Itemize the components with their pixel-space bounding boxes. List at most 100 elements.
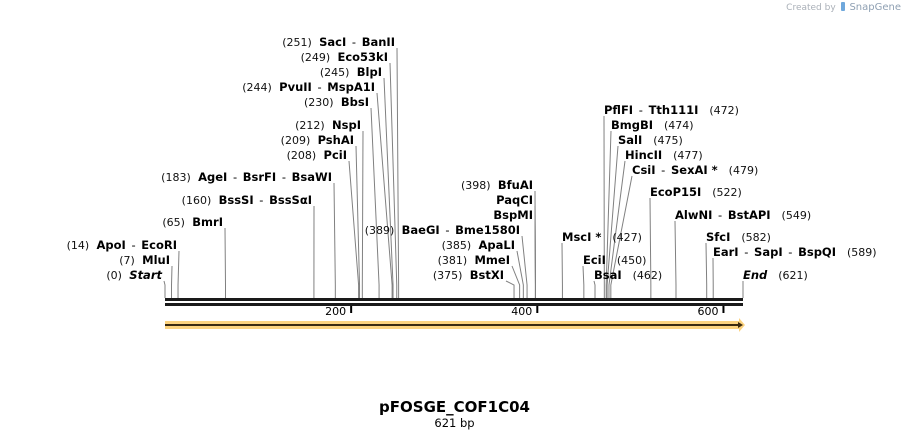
- site-position: (582): [741, 231, 771, 244]
- enzyme-separator: -: [233, 170, 237, 184]
- site-label-sfcI[interactable]: SfcI (582): [706, 230, 771, 245]
- site-label-bspMI[interactable]: BspMI: [493, 208, 533, 222]
- site-position: (479): [729, 164, 759, 177]
- site-leader-line: [371, 108, 379, 298]
- site-label-pvuII[interactable]: (244) PvuII - MspA1I: [242, 80, 375, 95]
- site-leader-line: [594, 281, 595, 298]
- site-leader-line: [334, 183, 335, 298]
- enzyme-name: BaeGI: [402, 223, 440, 237]
- enzyme-name: PflFI: [604, 103, 633, 117]
- site-position: (0): [106, 269, 122, 282]
- site-label-bsaI[interactable]: BsaI (462): [594, 268, 662, 283]
- site-label-hincII[interactable]: HincII (477): [625, 148, 703, 163]
- snapgene-logo-icon: [841, 2, 845, 11]
- enzyme-name: BspMI: [493, 208, 533, 222]
- site-label-start[interactable]: (0) Start: [106, 268, 162, 283]
- site-leader-line: [517, 251, 523, 298]
- site-label-ecoP15I[interactable]: EcoP15I (522): [650, 185, 742, 200]
- site-label-bbsI[interactable]: (230) BbsI: [304, 95, 369, 110]
- site-label-nspI[interactable]: (212) NspI: [295, 118, 361, 133]
- site-position: (208): [287, 149, 317, 162]
- site-leader-line: [377, 93, 392, 298]
- site-leader-line: [397, 48, 399, 298]
- site-label-bstXI[interactable]: (375) BstXI: [433, 268, 504, 283]
- ruler-tick: [350, 306, 352, 313]
- site-label-ageI[interactable]: (183) AgeI - BsrFI - BsaWI: [161, 170, 332, 185]
- site-label-salI[interactable]: SalI (475): [618, 133, 683, 148]
- site-label-pflFI[interactable]: PflFI - Tth111I (472): [604, 103, 739, 118]
- site-position: (65): [162, 216, 185, 229]
- site-position: (398): [461, 179, 491, 192]
- site-label-apaLI[interactable]: (385) ApaLI: [442, 238, 515, 253]
- site-label-bssSI[interactable]: (160) BssSI - BssSαI: [182, 193, 312, 208]
- site-position: (427): [612, 231, 642, 244]
- site-position: (7): [119, 254, 135, 267]
- enzyme-name: ApaLI: [479, 238, 516, 252]
- site-label-pshAI[interactable]: (209) PshAI: [281, 133, 354, 148]
- enzyme-separator: -: [661, 163, 665, 177]
- site-label-csiI[interactable]: CsiI - SexAI * (479): [632, 163, 758, 178]
- backbone-top-strand: [165, 298, 743, 301]
- site-position: (183): [161, 171, 191, 184]
- backbone-bottom-strand: [165, 303, 743, 306]
- site-leader-line: [706, 243, 707, 298]
- enzyme-name: AgeI: [198, 170, 227, 184]
- site-label-sacI[interactable]: (251) SacI - BanII: [282, 35, 395, 50]
- site-leader-line: [522, 236, 527, 298]
- site-leader-line: [178, 251, 179, 298]
- site-label-end[interactable]: End (621): [743, 268, 808, 283]
- enzyme-name: BstXI: [470, 268, 504, 282]
- ruler-tick-label: 400: [511, 305, 532, 318]
- site-leader-line: [506, 281, 514, 298]
- enzyme-name: BfuAI: [498, 178, 533, 192]
- site-position: (475): [653, 134, 683, 147]
- site-label-mscI[interactable]: MscI * (427): [562, 230, 642, 245]
- ruler-tick-label: 200: [325, 305, 346, 318]
- site-label-earI[interactable]: EarI - SapI - BspQI (589): [713, 245, 877, 260]
- enzyme-name: SapI: [754, 245, 783, 259]
- site-position: (450): [617, 254, 647, 267]
- enzyme-name: Tth111I: [649, 103, 699, 117]
- enzyme-name: SfcI: [706, 230, 730, 244]
- enzyme-name: MmeI: [474, 253, 510, 267]
- site-position: (230): [304, 96, 334, 109]
- ruler-tick: [722, 306, 724, 313]
- enzyme-name: Bme1580I: [455, 223, 520, 237]
- enzyme-name: BsrFI: [243, 170, 276, 184]
- enzyme-name: SacI: [319, 35, 346, 49]
- enzyme-name: MscI *: [562, 230, 601, 244]
- site-label-blpI[interactable]: (245) BlpI: [320, 65, 382, 80]
- site-label-pciI[interactable]: (208) PciI: [287, 148, 347, 163]
- enzyme-name: BssSαI: [269, 193, 312, 207]
- watermark-brand: SnapGene: [849, 2, 901, 13]
- enzyme-name: BbsI: [341, 95, 369, 109]
- site-label-bmgBI[interactable]: BmgBI (474): [611, 118, 694, 133]
- sequence-title: pFOSGE_COF1C04: [0, 398, 909, 416]
- enzyme-name: End: [743, 268, 767, 282]
- site-position: (389): [365, 224, 395, 237]
- site-position: (251): [282, 36, 312, 49]
- site-position: (385): [442, 239, 472, 252]
- site-label-baeGI[interactable]: (389) BaeGI - Bme1580I: [365, 223, 520, 238]
- enzyme-name: AlwNI: [675, 208, 712, 222]
- site-label-eciI[interactable]: EciI (450): [583, 253, 646, 268]
- site-position: (249): [301, 51, 331, 64]
- site-label-bfuAI[interactable]: (398) BfuAI: [461, 178, 533, 193]
- site-position: (474): [664, 119, 694, 132]
- enzyme-name: PvuII: [279, 80, 312, 94]
- enzyme-separator: -: [744, 245, 748, 259]
- enzyme-name: EciI: [583, 253, 606, 267]
- site-label-mluI[interactable]: (7) MluI: [119, 253, 170, 268]
- site-label-apoI[interactable]: (14) ApoI - EcoRI: [67, 238, 177, 253]
- enzyme-separator: -: [639, 103, 643, 117]
- site-label-alwNI[interactable]: AlwNI - BstAPI (549): [675, 208, 811, 223]
- site-label-bmrI[interactable]: (65) BmrI: [162, 215, 223, 230]
- enzyme-name: BsaI: [594, 268, 622, 282]
- site-leader-line: [362, 131, 363, 298]
- site-position: (472): [709, 104, 739, 117]
- site-label-paqCI[interactable]: PaqCI: [496, 193, 533, 207]
- site-label-mmeI[interactable]: (381) MmeI: [438, 253, 510, 268]
- site-label-eco53kI[interactable]: (249) Eco53kI: [301, 50, 388, 65]
- site-position: (375): [433, 269, 463, 282]
- site-position: (477): [673, 149, 703, 162]
